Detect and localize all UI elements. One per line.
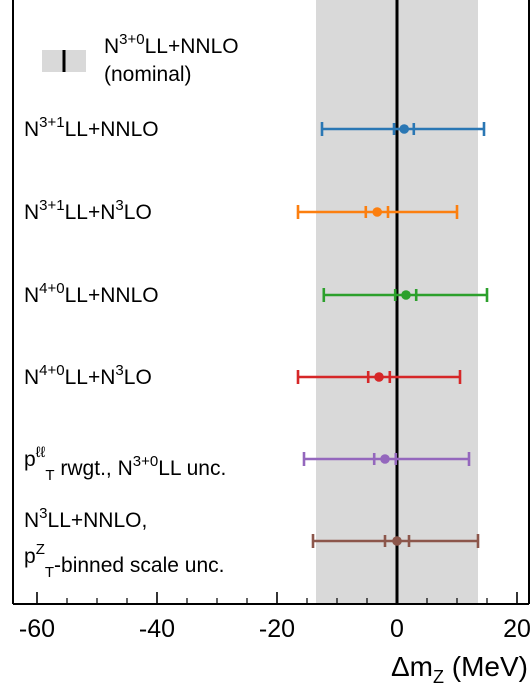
x-tick-label: 20 (503, 615, 531, 643)
data-point (374, 372, 384, 382)
data-point (399, 124, 410, 134)
x-tick-label: -20 (259, 615, 295, 643)
entry-2 (296, 205, 459, 219)
legend-label-line2: (nominal) (104, 63, 192, 86)
data-point (392, 536, 402, 546)
entry-label-line2: pZT-binned scale unc. (24, 541, 224, 581)
entry-5 (302, 452, 471, 466)
entry-6 (311, 534, 480, 548)
entry-label: N4+0LL+NNLO (24, 280, 159, 307)
entry-3 (322, 288, 489, 302)
entry-label: N3+1LL+N3LO (24, 197, 152, 224)
entry-label: N4+0LL+N3LO (24, 362, 152, 389)
entry-label: N3+1LL+NNLO (24, 114, 159, 141)
data-point (401, 290, 411, 300)
x-axis-label: ΔmZ (MeV) (391, 651, 528, 684)
legend-label: N3+0LL+NNLO (104, 31, 239, 58)
x-tick-label: -40 (139, 615, 175, 643)
data-point (380, 454, 390, 464)
entry-4 (296, 370, 462, 384)
x-tick-label: 0 (390, 615, 404, 643)
data-point (372, 207, 383, 217)
entry-label: N3LL+NNLO, (24, 505, 147, 532)
x-tick-label: -60 (19, 615, 55, 643)
legend: N3+0LL+NNLO (nominal) (42, 31, 239, 86)
entry-label: pℓℓT rwgt., N3+0LL unc. (24, 444, 226, 484)
entry-1 (320, 122, 486, 136)
